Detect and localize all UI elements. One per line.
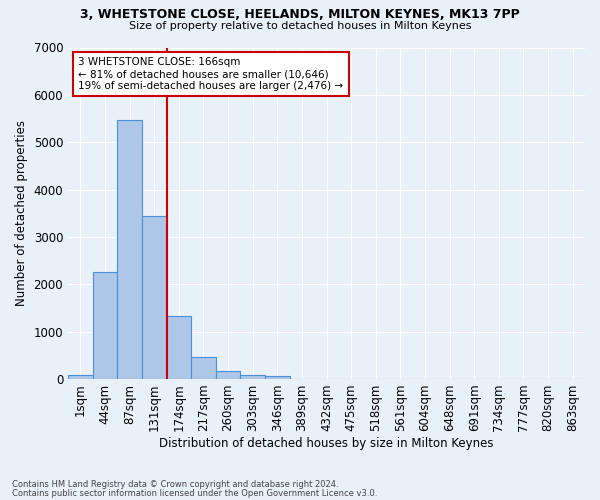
Text: Size of property relative to detached houses in Milton Keynes: Size of property relative to detached ho… — [129, 21, 471, 31]
X-axis label: Distribution of detached houses by size in Milton Keynes: Distribution of detached houses by size … — [159, 437, 494, 450]
Bar — [265, 376, 290, 379]
Bar — [68, 376, 92, 379]
Bar — [191, 357, 216, 379]
Text: 3 WHETSTONE CLOSE: 166sqm
← 81% of detached houses are smaller (10,646)
19% of s: 3 WHETSTONE CLOSE: 166sqm ← 81% of detac… — [79, 58, 344, 90]
Bar — [92, 272, 117, 379]
Text: 3, WHETSTONE CLOSE, HEELANDS, MILTON KEYNES, MK13 7PP: 3, WHETSTONE CLOSE, HEELANDS, MILTON KEY… — [80, 8, 520, 20]
Bar — [117, 120, 142, 379]
Bar — [241, 375, 265, 379]
Bar — [216, 370, 241, 379]
Text: Contains public sector information licensed under the Open Government Licence v3: Contains public sector information licen… — [12, 490, 377, 498]
Y-axis label: Number of detached properties: Number of detached properties — [15, 120, 28, 306]
Bar — [167, 316, 191, 379]
Text: Contains HM Land Registry data © Crown copyright and database right 2024.: Contains HM Land Registry data © Crown c… — [12, 480, 338, 489]
Bar — [142, 216, 167, 379]
